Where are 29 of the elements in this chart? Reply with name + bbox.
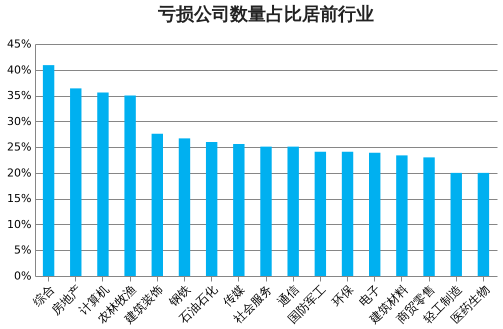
bar (70, 88, 82, 276)
y-tick-label: 0% (14, 270, 32, 282)
y-tick-label: 35% (7, 89, 32, 102)
chart-title: 亏损公司数量占比居前行业 (157, 4, 374, 25)
y-tick-label: 5% (14, 244, 32, 257)
y-tick-label: 25% (7, 140, 32, 154)
y-tick-label: 45% (7, 38, 32, 50)
bar (206, 142, 218, 276)
x-tick-label: 环保 (329, 282, 356, 309)
y-tick-label: 10% (7, 218, 32, 231)
bar (42, 65, 54, 276)
bar (423, 157, 435, 276)
bar (450, 172, 462, 276)
bar (233, 144, 245, 276)
bar (178, 138, 190, 276)
bar (314, 152, 326, 276)
bar (478, 172, 490, 276)
bar (124, 96, 136, 276)
y-tick-label: 30% (7, 114, 32, 128)
bar (396, 155, 408, 276)
y-tick-label: 15% (7, 192, 32, 206)
y-tick-label: 40% (7, 63, 32, 76)
bar (97, 92, 109, 276)
bar (369, 152, 380, 276)
bar (342, 152, 354, 276)
y-tick-label: 20% (7, 166, 32, 180)
bar (152, 134, 163, 276)
bar (260, 146, 272, 276)
bar (287, 146, 299, 276)
